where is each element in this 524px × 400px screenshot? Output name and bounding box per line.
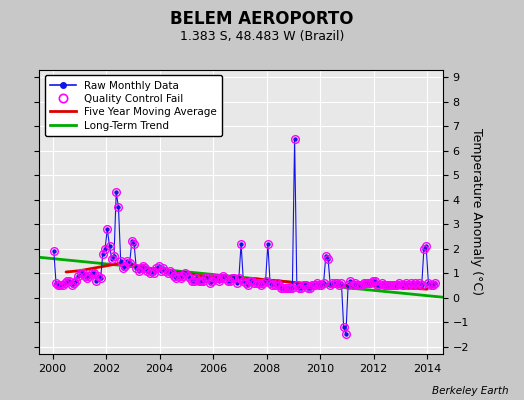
Text: BELEM AEROPORTO: BELEM AEROPORTO: [170, 10, 354, 28]
Legend: Raw Monthly Data, Quality Control Fail, Five Year Moving Average, Long-Term Tren: Raw Monthly Data, Quality Control Fail, …: [45, 75, 222, 136]
Text: Berkeley Earth: Berkeley Earth: [432, 386, 508, 396]
Text: 1.383 S, 48.483 W (Brazil): 1.383 S, 48.483 W (Brazil): [180, 30, 344, 43]
Y-axis label: Temperature Anomaly (°C): Temperature Anomaly (°C): [470, 128, 483, 296]
